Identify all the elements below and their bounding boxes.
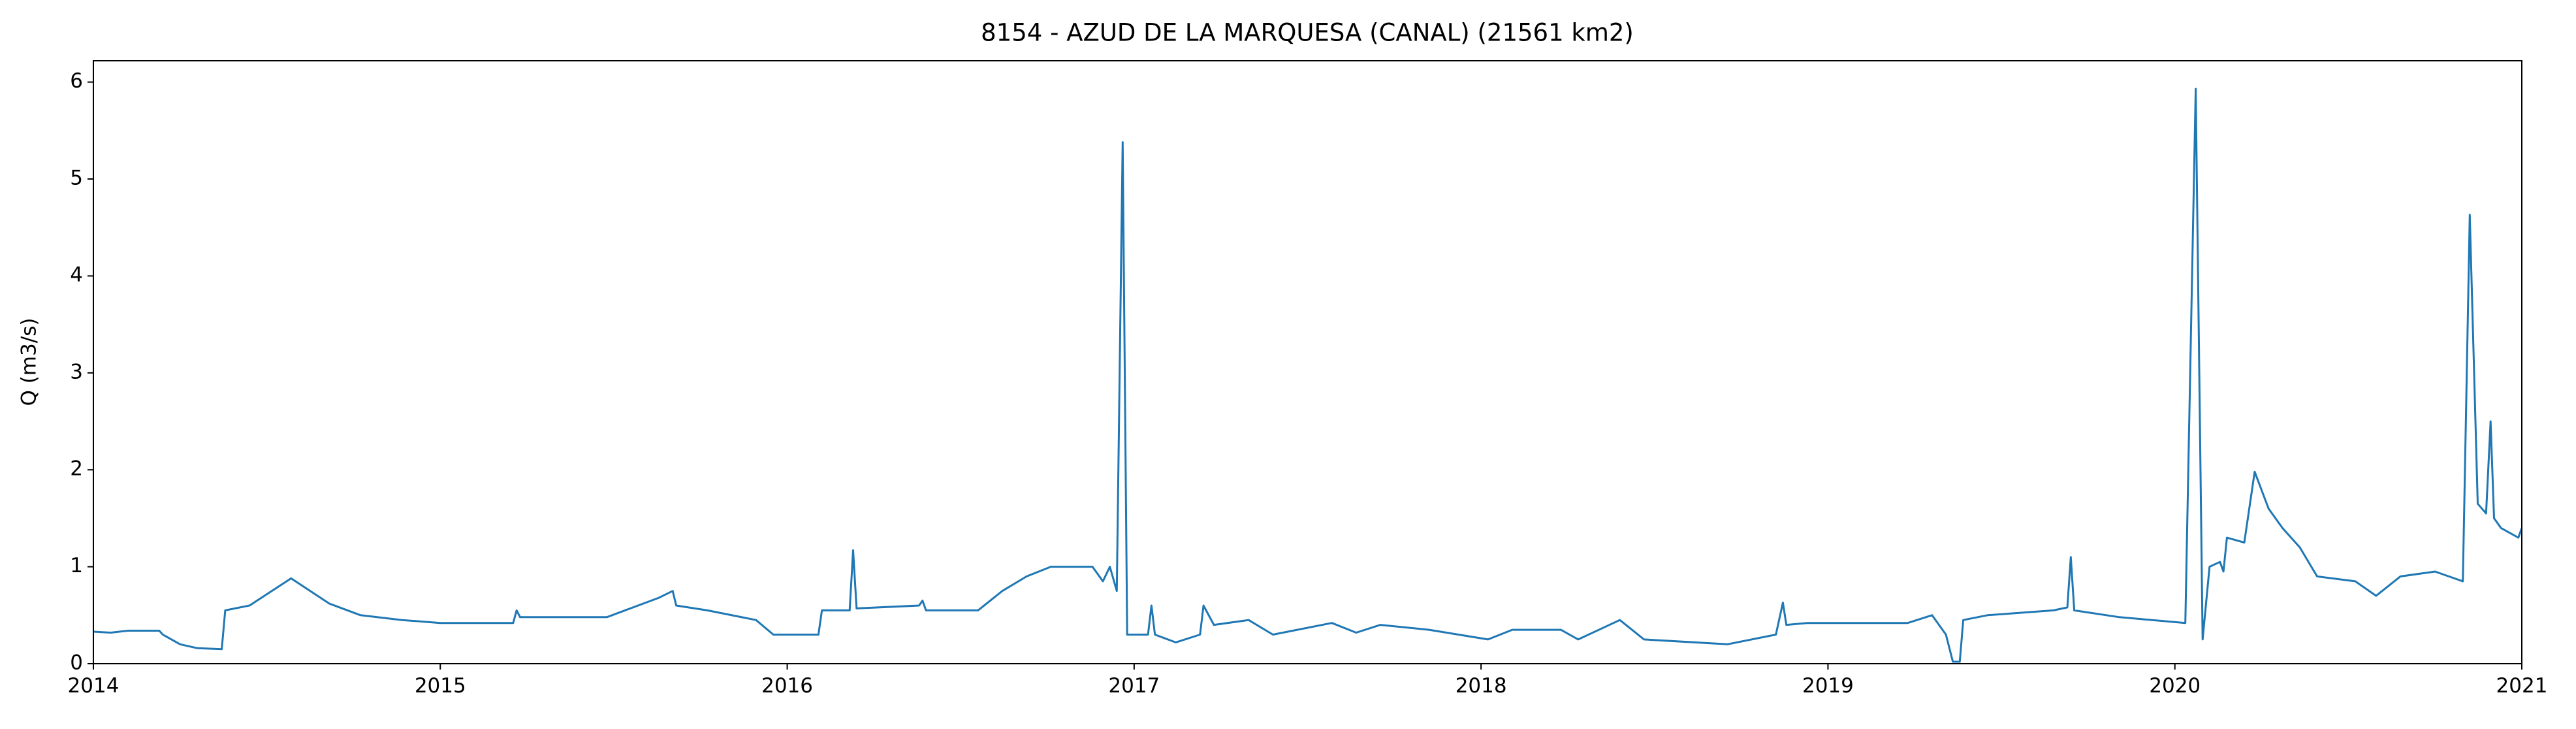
y-tick-label: 4 [70,263,83,287]
x-tick-label: 2016 [761,674,813,698]
x-tick-label: 2018 [1455,674,1507,698]
x-tick-label: 2014 [68,674,119,698]
x-tick-label: 2019 [1802,674,1854,698]
x-tick-label: 2015 [415,674,466,698]
x-tick-label: 2021 [2496,674,2548,698]
y-tick-label: 3 [70,360,83,383]
x-tick-label: 2020 [2149,674,2201,698]
x-tick-label: 2017 [1108,674,1160,698]
plot-frame [93,60,2522,664]
y-tick-label: 0 [70,651,83,675]
y-axis-label: Q (m3/s) [18,318,41,406]
chart-title: 8154 - AZUD DE LA MARQUESA (CANAL) (2156… [981,19,1634,47]
y-tick-label: 6 [70,69,83,93]
y-tick-label: 2 [70,457,83,481]
y-tick-label: 1 [70,554,83,577]
y-tick-label: 5 [70,167,83,190]
series-line [93,88,2523,663]
